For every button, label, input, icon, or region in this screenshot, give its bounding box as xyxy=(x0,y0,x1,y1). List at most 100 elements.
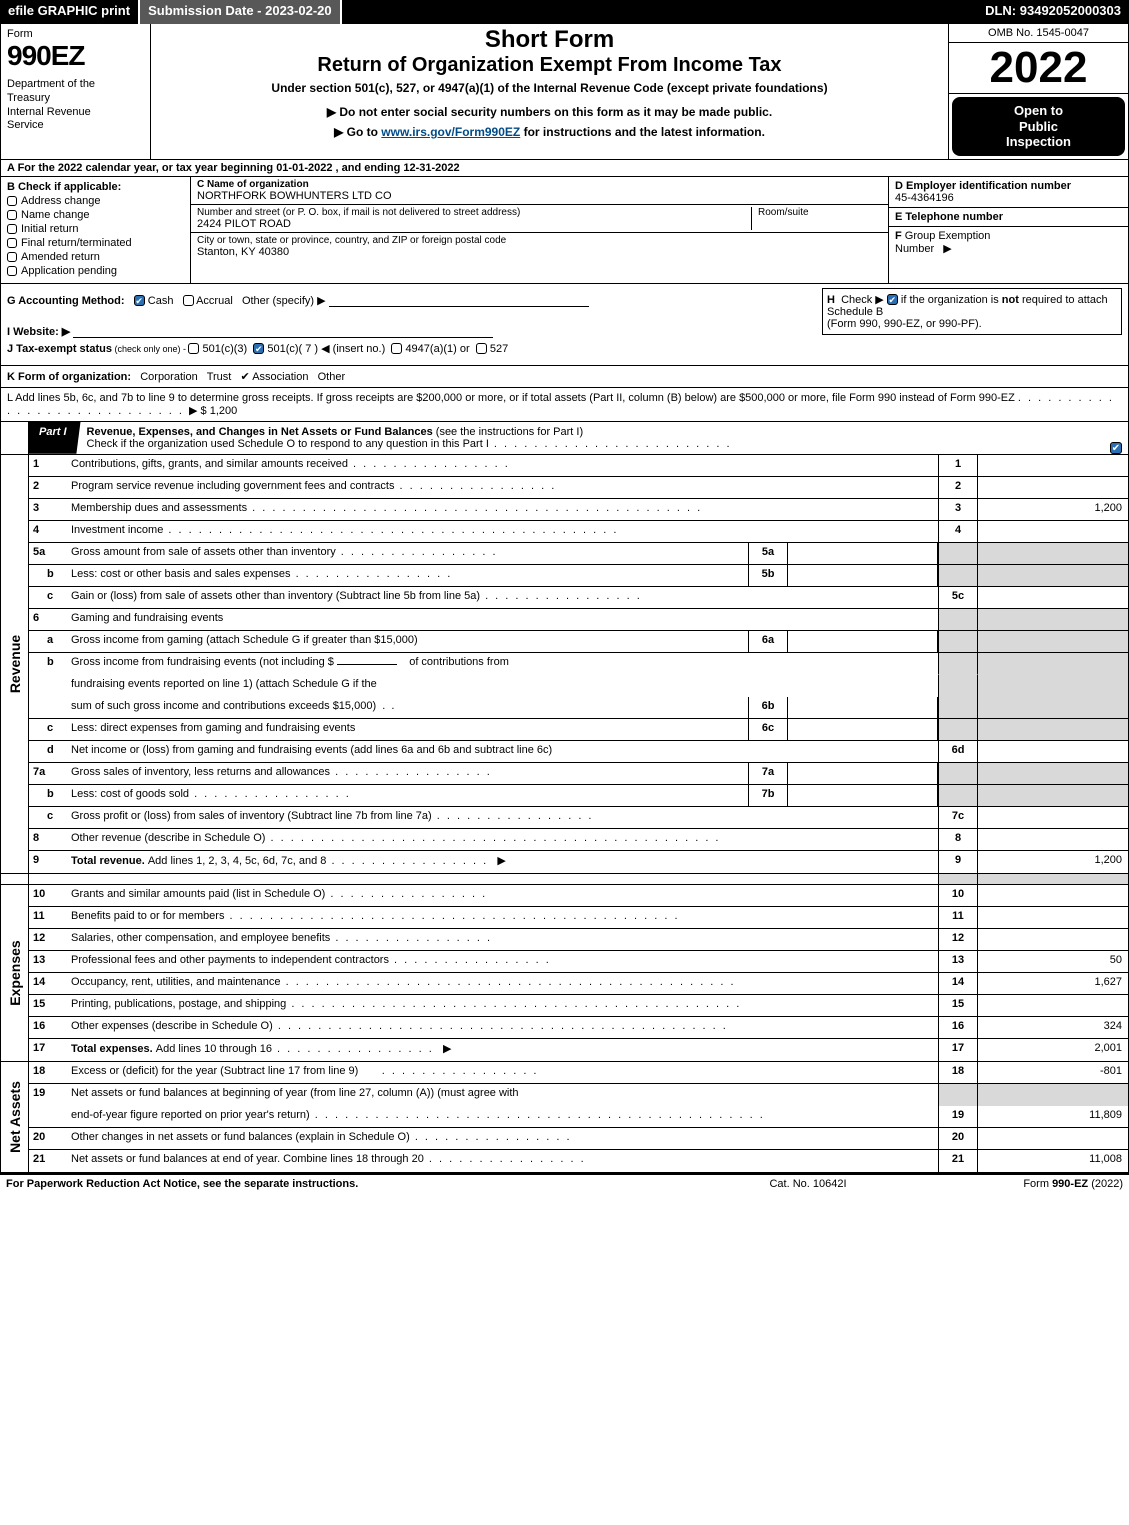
form-title-block: Short Form Return of Organization Exempt… xyxy=(151,24,948,159)
line-6d: d Net income or (loss) from gaming and f… xyxy=(29,741,1128,763)
chk-501c[interactable]: ✔ xyxy=(253,343,264,354)
line-l-gross-receipts: L Add lines 5b, 6c, and 7b to line 9 to … xyxy=(1,388,1128,422)
org-name-label: C Name of organization xyxy=(197,179,882,190)
chk-initial-return[interactable]: Initial return xyxy=(7,223,184,235)
line-a-tax-year: A For the 2022 calendar year, or tax yea… xyxy=(1,160,1128,177)
line-k-form-of-org: K Form of organization: Corporation Trus… xyxy=(1,366,1128,388)
chk-address-change[interactable]: Address change xyxy=(7,195,184,207)
efile-graphic-print-button[interactable]: efile GRAPHIC print xyxy=(0,0,140,24)
tax-year: 2022 xyxy=(949,43,1128,94)
chk-527[interactable] xyxy=(476,343,487,354)
line-14-value: 1,627 xyxy=(978,973,1128,994)
block-g-h-i-j: H Check ▶ ✔ if the organization is not r… xyxy=(1,284,1128,366)
part-i-header: Part I Revenue, Expenses, and Changes in… xyxy=(1,422,1128,455)
line-6c: c Less: direct expenses from gaming and … xyxy=(29,719,1128,741)
part-i-tag: Part I xyxy=(29,422,81,454)
line-11: 11 Benefits paid to or for members 11 xyxy=(29,907,1128,929)
chk-name-change[interactable]: Name change xyxy=(7,209,184,221)
chk-accrual[interactable] xyxy=(183,295,194,306)
line-17-total-expenses: 2,001 xyxy=(978,1039,1128,1061)
expenses-section: Expenses 10 Grants and similar amounts p… xyxy=(1,885,1128,1062)
line-21: 21 Net assets or fund balances at end of… xyxy=(29,1150,1128,1172)
top-bar: efile GRAPHIC print Submission Date - 20… xyxy=(0,0,1129,24)
chk-final-return[interactable]: Final return/terminated xyxy=(7,237,184,249)
line-6a: a Gross income from gaming (attach Sched… xyxy=(29,631,1128,653)
line-16: 16 Other expenses (describe in Schedule … xyxy=(29,1017,1128,1039)
part-i-title: Revenue, Expenses, and Changes in Net As… xyxy=(81,422,1104,454)
city-label: City or town, state or province, country… xyxy=(197,235,882,246)
net-assets-label: Net Assets xyxy=(1,1062,29,1172)
line-13-value: 50 xyxy=(978,951,1128,972)
line-6b-1: b Gross income from fundraising events (… xyxy=(29,653,1128,675)
dln-value: 93492052000303 xyxy=(1020,3,1121,18)
line-19-value: 11,809 xyxy=(978,1106,1128,1127)
catalog-number: Cat. No. 10642I xyxy=(693,1178,923,1190)
net-assets-section: Net Assets 18 Excess or (deficit) for th… xyxy=(1,1062,1128,1174)
expenses-label: Expenses xyxy=(1,885,29,1061)
gross-receipts-amount: ▶ $ 1,200 xyxy=(189,405,237,417)
form-id-block: Form 990EZ Department of theTreasuryInte… xyxy=(1,24,151,159)
submission-date-label: Submission Date - xyxy=(148,3,265,18)
line-7b: b Less: cost of goods sold 7b xyxy=(29,785,1128,807)
line-9-total-revenue: 1,200 xyxy=(978,851,1128,873)
line-21-value: 11,008 xyxy=(978,1150,1128,1172)
block-b-c-d: B Check if applicable: Address change Na… xyxy=(1,177,1128,284)
chk-association[interactable]: ✔ xyxy=(241,371,250,383)
section-c-org-info: C Name of organization NORTHFORK BOWHUNT… xyxy=(191,177,888,283)
chk-schedule-b-not-required[interactable]: ✔ xyxy=(887,294,898,305)
line-5c: c Gain or (loss) from sale of assets oth… xyxy=(29,587,1128,609)
line-5a: 5a Gross amount from sale of assets othe… xyxy=(29,543,1128,565)
omb-number: OMB No. 1545-0047 xyxy=(949,24,1128,43)
irs-instructions-link[interactable]: www.irs.gov/Form990EZ xyxy=(381,125,520,139)
line-13: 13 Professional fees and other payments … xyxy=(29,951,1128,973)
line-4: 4 Investment income 4 xyxy=(29,521,1128,543)
line-5b: b Less: cost or other basis and sales ex… xyxy=(29,565,1128,587)
instructions-link-line: ▶ Go to www.irs.gov/Form990EZ for instru… xyxy=(157,125,942,139)
line-17: 17 Total expenses. Add lines 10 through … xyxy=(29,1039,1128,1061)
page-footer: For Paperwork Reduction Act Notice, see … xyxy=(0,1175,1129,1193)
section-b-checkboxes: B Check if applicable: Address change Na… xyxy=(1,177,191,283)
form-header: Form 990EZ Department of theTreasuryInte… xyxy=(1,24,1128,160)
ein-label: D Employer identification number xyxy=(895,180,1122,192)
chk-4947a1[interactable] xyxy=(391,343,402,354)
form-word: Form xyxy=(7,28,144,40)
section-h-schedule-b: H Check ▶ ✔ if the organization is not r… xyxy=(822,288,1122,335)
section-b-label: B Check if applicable: xyxy=(7,181,184,193)
ein-value: 45-4364196 xyxy=(895,192,1122,204)
line-3-value: 1,200 xyxy=(978,499,1128,520)
accounting-other-input[interactable] xyxy=(329,294,589,307)
paperwork-notice: For Paperwork Reduction Act Notice, see … xyxy=(6,1178,693,1190)
line-7a: 7a Gross sales of inventory, less return… xyxy=(29,763,1128,785)
ssn-warning: ▶ Do not enter social security numbers o… xyxy=(157,105,942,119)
chk-schedule-o-used[interactable]: ✔ xyxy=(1110,442,1122,454)
line-9: 9 Total revenue. Add lines 1, 2, 3, 4, 5… xyxy=(29,851,1128,873)
submission-date: Submission Date - 2023-02-20 xyxy=(140,0,342,24)
line-6b-3: sum of such gross income and contributio… xyxy=(29,697,1128,719)
chk-cash[interactable]: ✔ xyxy=(134,295,145,306)
line-6b-2: fundraising events reported on line 1) (… xyxy=(29,675,1128,697)
short-form-label: Short Form xyxy=(157,26,942,54)
line-20: 20 Other changes in net assets or fund b… xyxy=(29,1128,1128,1150)
form-meta-block: OMB No. 1545-0047 2022 Open to Public In… xyxy=(948,24,1128,159)
form-number: 990EZ xyxy=(7,40,144,72)
line-16-value: 324 xyxy=(978,1017,1128,1038)
line-7c: c Gross profit or (loss) from sales of i… xyxy=(29,807,1128,829)
department: Department of theTreasuryInternal Revenu… xyxy=(7,78,144,133)
line-14: 14 Occupancy, rent, utilities, and maint… xyxy=(29,973,1128,995)
line-19a: 19 Net assets or fund balances at beginn… xyxy=(29,1084,1128,1106)
street-label: Number and street (or P. O. box, if mail… xyxy=(197,207,745,218)
line-3: 3 Membership dues and assessments 3 1,20… xyxy=(29,499,1128,521)
main-title: Return of Organization Exempt From Incom… xyxy=(157,54,942,77)
line-8: 8 Other revenue (describe in Schedule O)… xyxy=(29,829,1128,851)
org-name: NORTHFORK BOWHUNTERS LTD CO xyxy=(197,190,882,202)
website-input[interactable] xyxy=(73,325,493,338)
chk-amended-return[interactable]: Amended return xyxy=(7,251,184,263)
dln-label: DLN: xyxy=(985,3,1020,18)
chk-application-pending[interactable]: Application pending xyxy=(7,265,184,277)
line-10: 10 Grants and similar amounts paid (list… xyxy=(29,885,1128,907)
submission-date-value: 2023-02-20 xyxy=(265,3,332,18)
line-2: 2 Program service revenue including gove… xyxy=(29,477,1128,499)
line-15: 15 Printing, publications, postage, and … xyxy=(29,995,1128,1017)
chk-501c3[interactable] xyxy=(188,343,199,354)
subtitle-code: Under section 501(c), 527, or 4947(a)(1)… xyxy=(157,81,942,95)
